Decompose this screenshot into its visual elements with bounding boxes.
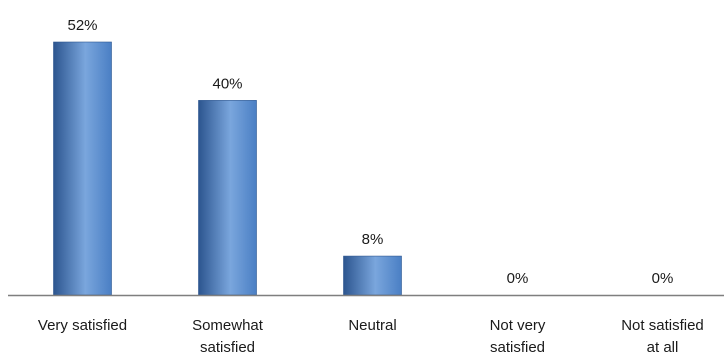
- category-label-4-line-1: at all: [647, 339, 679, 356]
- data-label-1: 40%: [212, 75, 242, 92]
- category-label-2: Neutral: [348, 317, 396, 334]
- category-label-1-line-0: Somewhat: [192, 317, 264, 334]
- category-label-4: Not satisfied at all: [621, 317, 704, 356]
- data-label-3: 0%: [507, 270, 529, 287]
- category-label-group: Very satisfied Somewhat satisfied Neutral No…: [38, 317, 704, 356]
- category-label-3-line-1: satisfied: [490, 339, 545, 356]
- data-label-4: 0%: [652, 270, 674, 287]
- category-label-1: Somewhat satisfied: [192, 317, 264, 356]
- category-label-2-line-0: Neutral: [348, 317, 396, 334]
- bar-1: [198, 100, 257, 296]
- category-label-3-line-0: Not very: [490, 317, 546, 334]
- bar-2: [343, 255, 402, 296]
- data-label-0: 52%: [67, 17, 97, 34]
- category-label-0: Very satisfied: [38, 317, 127, 334]
- data-label-2: 8%: [362, 231, 384, 248]
- category-label-3: Not very satisfied: [490, 317, 546, 356]
- bar-group: [53, 41, 402, 296]
- category-label-4-line-0: Not satisfied: [621, 317, 704, 334]
- bar-0: [53, 41, 112, 296]
- category-label-0-line-0: Very satisfied: [38, 317, 127, 334]
- data-label-group: 52% 40% 8% 0% 0%: [67, 17, 673, 287]
- category-label-1-line-1: satisfied: [200, 339, 255, 356]
